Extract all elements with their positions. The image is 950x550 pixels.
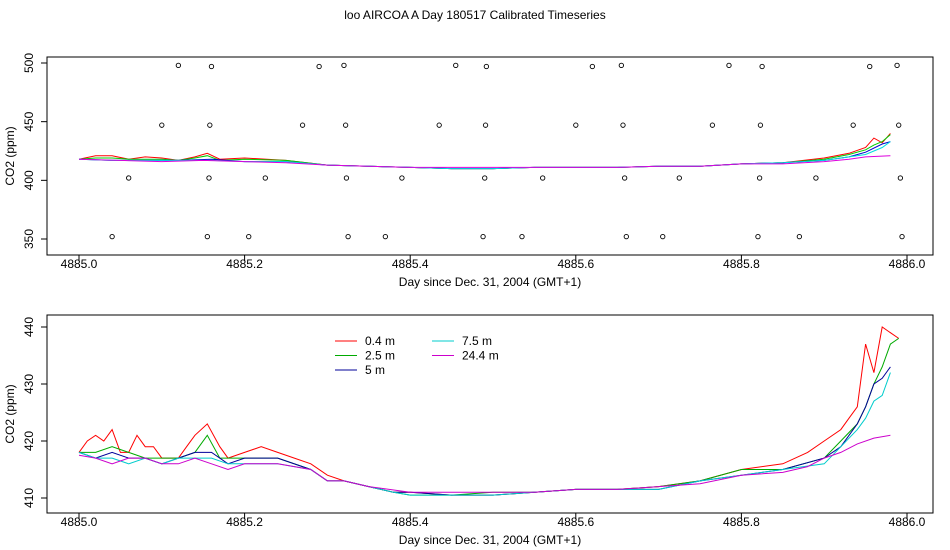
x-tick-label: 4885.0 bbox=[61, 515, 98, 529]
chart-title: loo AIRCOA A Day 180517 Calibrated Times… bbox=[344, 8, 606, 22]
data-point bbox=[482, 122, 489, 128]
data-point bbox=[756, 175, 763, 181]
data-point bbox=[482, 175, 488, 181]
series-line bbox=[78, 326, 899, 496]
data-point bbox=[894, 62, 900, 68]
data-point bbox=[897, 175, 904, 181]
x-tick-label: 4885.4 bbox=[392, 515, 429, 529]
data-point bbox=[480, 234, 486, 240]
x-tick-label: 4885.8 bbox=[723, 515, 760, 529]
data-point bbox=[175, 62, 182, 68]
data-point bbox=[709, 122, 716, 128]
data-point bbox=[483, 63, 490, 70]
data-point bbox=[660, 234, 666, 240]
data-point bbox=[755, 234, 761, 240]
legend-label: 5 m bbox=[365, 363, 385, 377]
data-point bbox=[453, 62, 459, 68]
data-point bbox=[109, 234, 115, 240]
data-point bbox=[899, 234, 905, 240]
legend-label: 2.5 m bbox=[365, 349, 395, 363]
data-point bbox=[589, 63, 596, 70]
x-tick-label: 4885.2 bbox=[226, 257, 263, 271]
data-point bbox=[540, 175, 546, 181]
data-point bbox=[757, 122, 764, 128]
y-tick-label: 420 bbox=[22, 431, 36, 451]
data-point bbox=[262, 175, 268, 181]
data-point bbox=[622, 175, 628, 181]
data-point bbox=[341, 62, 347, 68]
data-point bbox=[519, 234, 525, 240]
data-point bbox=[620, 122, 626, 128]
x-tick-label: 4885.2 bbox=[226, 515, 263, 529]
data-point bbox=[316, 63, 322, 70]
data-point bbox=[623, 234, 629, 240]
data-point bbox=[573, 122, 579, 128]
series-line bbox=[78, 434, 891, 493]
x-tick-label: 4885.6 bbox=[557, 257, 594, 271]
x-axis-label: Day since Dec. 31, 2004 (GMT+1) bbox=[399, 275, 581, 289]
data-point bbox=[204, 234, 210, 240]
series-line bbox=[78, 155, 891, 168]
legend-label: 0.4 m bbox=[365, 334, 395, 348]
y-tick-label: 400 bbox=[22, 170, 36, 190]
data-point bbox=[813, 175, 819, 181]
data-point bbox=[206, 175, 212, 181]
data-point bbox=[159, 122, 165, 128]
x-tick-label: 4885.0 bbox=[61, 257, 98, 271]
y-tick-label: 430 bbox=[22, 374, 36, 394]
data-point bbox=[207, 122, 213, 128]
data-point bbox=[726, 62, 732, 68]
x-tick-label: 4885.6 bbox=[557, 515, 594, 529]
data-point bbox=[343, 175, 350, 181]
data-point bbox=[867, 63, 873, 70]
y-tick-label: 350 bbox=[22, 229, 36, 249]
data-point bbox=[382, 234, 389, 240]
legend-label: 24.4 m bbox=[462, 349, 499, 363]
data-point bbox=[246, 234, 252, 240]
series-line bbox=[78, 372, 891, 496]
data-point bbox=[208, 63, 215, 70]
data-point bbox=[345, 234, 351, 240]
y-tick-label: 500 bbox=[22, 53, 36, 73]
x-axis-label: Day since Dec. 31, 2004 (GMT+1) bbox=[399, 533, 581, 547]
data-point bbox=[850, 122, 856, 128]
data-point bbox=[896, 122, 902, 128]
x-tick-label: 4885.8 bbox=[723, 257, 760, 271]
y-axis-label: CO2 (ppm) bbox=[3, 384, 17, 443]
data-point bbox=[618, 62, 624, 68]
data-point bbox=[399, 175, 405, 181]
data-point bbox=[676, 175, 682, 181]
y-tick-label: 410 bbox=[22, 488, 36, 508]
plot-frame bbox=[46, 56, 934, 256]
data-point bbox=[126, 175, 132, 181]
x-tick-label: 4886.0 bbox=[889, 257, 926, 271]
x-tick-label: 4886.0 bbox=[889, 515, 926, 529]
y-tick-label: 450 bbox=[22, 111, 36, 131]
y-axis-label: CO2 (ppm) bbox=[3, 126, 17, 185]
data-point bbox=[342, 122, 349, 128]
x-tick-label: 4885.4 bbox=[392, 257, 429, 271]
plot-frame bbox=[46, 314, 934, 514]
data-point bbox=[436, 122, 442, 128]
legend-label: 7.5 m bbox=[462, 334, 492, 348]
data-point bbox=[299, 122, 306, 128]
data-point bbox=[759, 63, 765, 70]
y-tick-label: 440 bbox=[22, 317, 36, 337]
series-line bbox=[78, 366, 891, 496]
data-point bbox=[796, 234, 803, 240]
